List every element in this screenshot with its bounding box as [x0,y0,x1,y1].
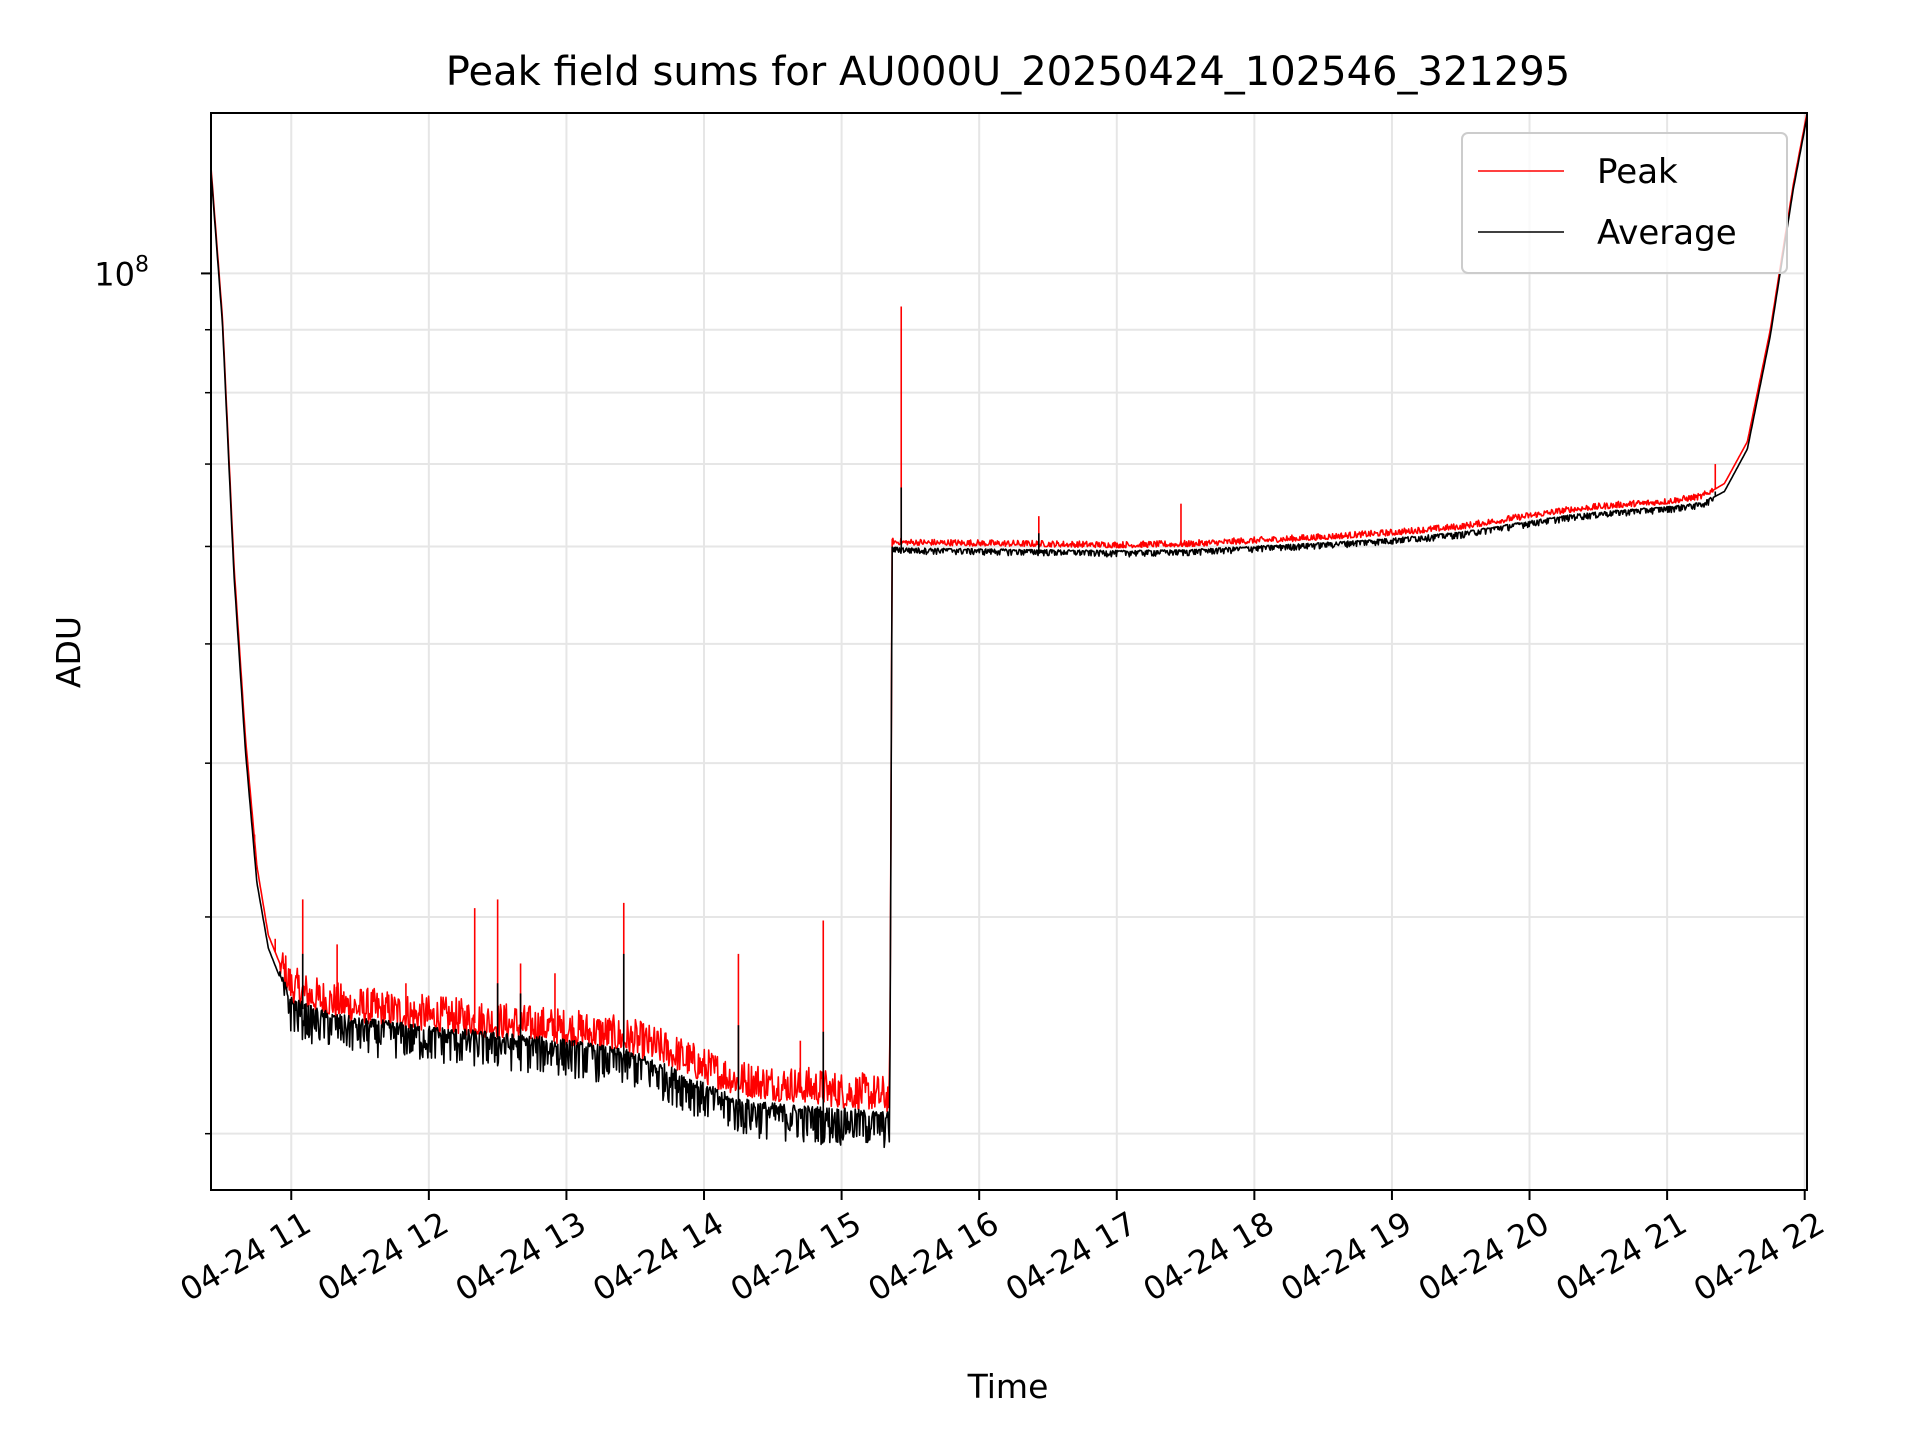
y-axis-title: ADU [49,616,88,688]
plot-frame [210,112,1808,1191]
x-tick-label: 04-24 12 [311,1204,455,1309]
series-line-average [210,116,1808,1149]
x-tick-label: 04-24 22 [1687,1204,1831,1309]
legend-label-average: Average [1597,213,1737,253]
x-tick-label: 04-24 20 [1412,1204,1556,1309]
x-tick-label: 04-24 13 [449,1204,593,1309]
x-axis-title: Time [967,1367,1049,1406]
y-tick-label: 108 [94,252,149,293]
plot-series [210,112,1808,1149]
x-tick-label: 04-24 14 [586,1204,730,1309]
x-tick-label: 04-24 15 [724,1204,868,1309]
legend-box [1461,132,1788,274]
x-tick-label: 04-24 18 [1137,1204,1281,1309]
x-tick-label: 04-24 17 [999,1204,1143,1309]
x-tick-label: 04-24 11 [174,1204,318,1309]
x-tick-label: 04-24 16 [862,1204,1006,1309]
legend-label-peak: Peak [1597,152,1678,192]
y-axis: 108 [94,252,211,1135]
x-tick-label: 04-24 19 [1274,1204,1418,1309]
grid [211,113,1807,1190]
x-tick-label: 04-24 21 [1550,1204,1694,1309]
series-line-peak [210,112,1808,1113]
legend: Peak Average [1461,132,1788,274]
chart-title: Peak field sums for AU000U_20250424_1025… [446,49,1570,95]
